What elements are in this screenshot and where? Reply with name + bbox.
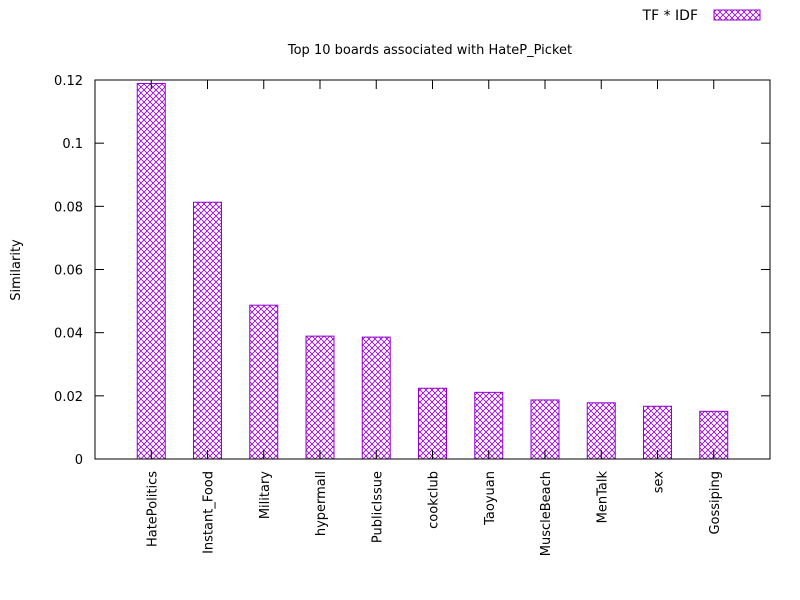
y-tick-label: 0.1 — [62, 137, 83, 152]
x-tick-label: sex — [652, 471, 667, 494]
x-tick-label: Gossiping — [708, 471, 723, 535]
bar — [474, 391, 504, 460]
x-tick-label: MuscleBeach — [539, 471, 554, 556]
y-tick-label: 0.04 — [54, 327, 83, 342]
legend-swatch — [713, 9, 761, 21]
x-tick-label: MenTalk — [595, 471, 610, 524]
x-tick-label: hypermall — [314, 471, 329, 536]
y-tick-label: 0.12 — [54, 74, 83, 89]
bar — [193, 201, 222, 460]
y-tick-label: 0.08 — [54, 200, 83, 215]
x-tick-label: HatePolitics — [145, 471, 160, 547]
x-tick-label: Taoyuan — [483, 471, 498, 526]
y-tick-label: 0 — [75, 453, 83, 468]
bar — [530, 399, 560, 460]
bar — [136, 82, 166, 460]
y-axis-label: Similarity — [9, 239, 24, 301]
bar — [586, 402, 616, 460]
x-tick-label: Instant_Food — [202, 471, 217, 554]
bar — [418, 387, 447, 460]
legend-label: TF * IDF — [642, 8, 698, 24]
plot-area: 0 0.02 0.04 0.06 0.08 0.1 0.12 HatePolitics Inst… — [54, 74, 770, 556]
chart-title: Top 10 boards associated with HateP_Pick… — [287, 43, 572, 58]
bar — [305, 335, 335, 460]
plot-frame — [94, 79, 771, 460]
y-tick-label: 0.06 — [54, 264, 83, 279]
x-tick-label: cookclub — [427, 471, 442, 529]
x-tick-label: Military — [258, 471, 273, 519]
bar — [361, 336, 391, 460]
bar — [699, 410, 729, 460]
y-tick-label: 0.02 — [54, 390, 83, 405]
x-tick-label: PublicIssue — [370, 471, 385, 543]
legend: TF * IDF — [642, 8, 761, 24]
bar — [249, 304, 279, 460]
